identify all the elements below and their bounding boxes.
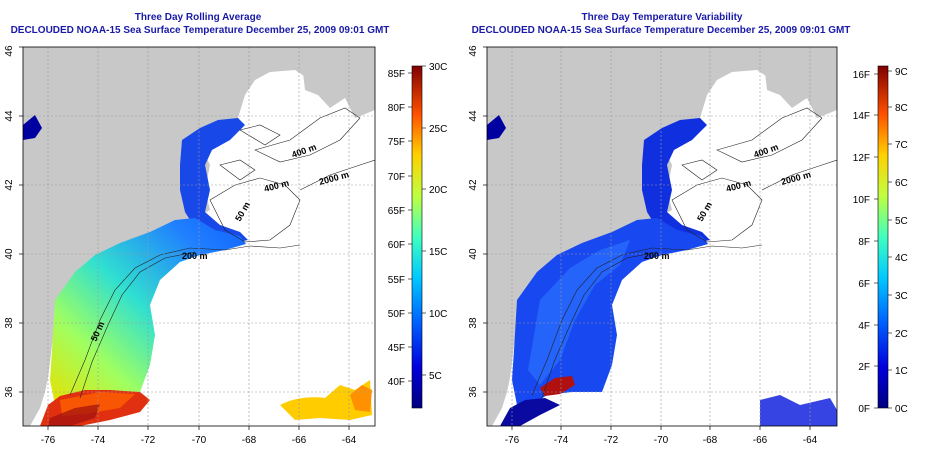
right-y-tick: 44 bbox=[468, 110, 479, 122]
left-land bbox=[23, 47, 375, 426]
left-contour-label-6: 200 m bbox=[182, 251, 208, 261]
right-colorbar-c-label: 4C bbox=[895, 253, 908, 264]
right-colorbar-f-label: 14F bbox=[853, 111, 870, 122]
right-colorbar-f-label: 12F bbox=[853, 153, 870, 164]
right-colorbar-f-label: 16F bbox=[853, 70, 870, 81]
left-grid bbox=[23, 47, 375, 426]
right-map: 400 m 400 m 2000 m 50 m 200 m -76 -74 -7… bbox=[468, 45, 908, 446]
left-sst-gulf-of-maine bbox=[180, 118, 248, 244]
right-colorbar-c-label: 9C bbox=[895, 67, 908, 78]
right-x-tick: -64 bbox=[803, 435, 818, 446]
left-x-tick: -70 bbox=[192, 435, 207, 446]
left-x-tick: -74 bbox=[91, 435, 106, 446]
right-x-tick: -72 bbox=[604, 435, 619, 446]
left-colorbar-c-label: 20C bbox=[429, 185, 447, 196]
right-colorbar-f-label: 10F bbox=[853, 195, 870, 206]
left-colorbar bbox=[411, 65, 423, 409]
left-y-tick: 38 bbox=[4, 317, 15, 329]
left-colorbar-f-label: 70F bbox=[388, 172, 405, 183]
right-colorbar-f-label: 0F bbox=[858, 404, 870, 415]
left-colorbar-c-label: 5C bbox=[429, 371, 442, 382]
right-colorbar-c-label: 8C bbox=[895, 103, 908, 114]
left-colorbar-c-label: 30C bbox=[429, 62, 447, 73]
left-colorbar-f-label: 65F bbox=[388, 206, 405, 217]
right-colorbar-f-label: 2F bbox=[858, 362, 870, 373]
right-x-tick: -66 bbox=[753, 435, 768, 446]
right-colorbar-c-label: 1C bbox=[895, 366, 908, 377]
left-colorbar-f-label: 55F bbox=[388, 275, 405, 286]
right-colorbar-c-label: 6C bbox=[895, 178, 908, 189]
left-colorbar-c-label: 25C bbox=[429, 124, 447, 135]
left-x-tick: -72 bbox=[141, 435, 156, 446]
left-colorbar-c-label: 15C bbox=[429, 247, 447, 258]
left-subtitle: DECLOUDED NOAA-15 Sea Surface Temperatur… bbox=[10, 25, 390, 36]
right-x-tick: -74 bbox=[554, 435, 569, 446]
right-y-tick: 46 bbox=[468, 45, 479, 57]
right-land bbox=[487, 47, 837, 426]
right-title: Three Day Temperature Variability bbox=[581, 12, 743, 23]
left-colorbar-f-label: 80F bbox=[388, 103, 405, 114]
right-y-tick: 36 bbox=[468, 386, 479, 398]
left-y-tick: 36 bbox=[4, 386, 15, 398]
right-var-gulf-of-maine bbox=[642, 118, 710, 244]
left-x-tick: -66 bbox=[292, 435, 307, 446]
right-colorbar-c-label: 3C bbox=[895, 291, 908, 302]
right-var-hotspot bbox=[540, 376, 575, 396]
left-y-tick: 40 bbox=[4, 248, 15, 260]
left-y-tick: 46 bbox=[4, 45, 15, 57]
right-x-tick: -70 bbox=[654, 435, 669, 446]
right-colorbar-f-label: 4F bbox=[858, 321, 870, 332]
left-colorbar-f-label: 85F bbox=[388, 69, 405, 80]
right-x-tick: -68 bbox=[703, 435, 718, 446]
left-contours bbox=[69, 107, 375, 399]
left-colorbar-f-label: 50F bbox=[388, 309, 405, 320]
right-grid bbox=[487, 47, 837, 426]
right-colorbar-f-label: 6F bbox=[858, 279, 870, 290]
right-y-tick: 42 bbox=[468, 179, 479, 191]
right-colorbar-c-label: 2C bbox=[895, 329, 908, 340]
left-x-tick: -68 bbox=[242, 435, 257, 446]
right-subtitle: DECLOUDED NOAA-15 Sea Surface Temperatur… bbox=[471, 25, 851, 36]
right-y-tick: 38 bbox=[468, 317, 479, 329]
right-contours bbox=[531, 107, 837, 399]
left-title: Three Day Rolling Average bbox=[134, 12, 262, 23]
left-colorbar-c-label: 10C bbox=[429, 309, 447, 320]
right-y-tick: 40 bbox=[468, 248, 479, 260]
left-y-tick: 42 bbox=[4, 179, 15, 191]
right-colorbar-c-label: 5C bbox=[895, 216, 908, 227]
right-colorbar-f-label: 8F bbox=[858, 237, 870, 248]
left-colorbar-f-label: 45F bbox=[388, 343, 405, 354]
right-colorbar-c-label: 7C bbox=[895, 140, 908, 151]
right-contour-label-5: 200 m bbox=[644, 251, 670, 261]
left-y-tick: 44 bbox=[4, 110, 15, 122]
left-x-tick: -76 bbox=[41, 435, 56, 446]
left-colorbar-f-label: 40F bbox=[388, 377, 405, 388]
right-colorbar bbox=[877, 65, 889, 409]
left-colorbar-f-label: 60F bbox=[388, 240, 405, 251]
left-x-tick: -64 bbox=[342, 435, 357, 446]
right-x-tick: -76 bbox=[505, 435, 520, 446]
left-map: 400 m 400 m 2000 m 50 m 50 m 200 m -76 -… bbox=[4, 45, 447, 446]
left-colorbar-f-label: 75F bbox=[388, 137, 405, 148]
right-colorbar-c-label: 0C bbox=[895, 404, 908, 415]
